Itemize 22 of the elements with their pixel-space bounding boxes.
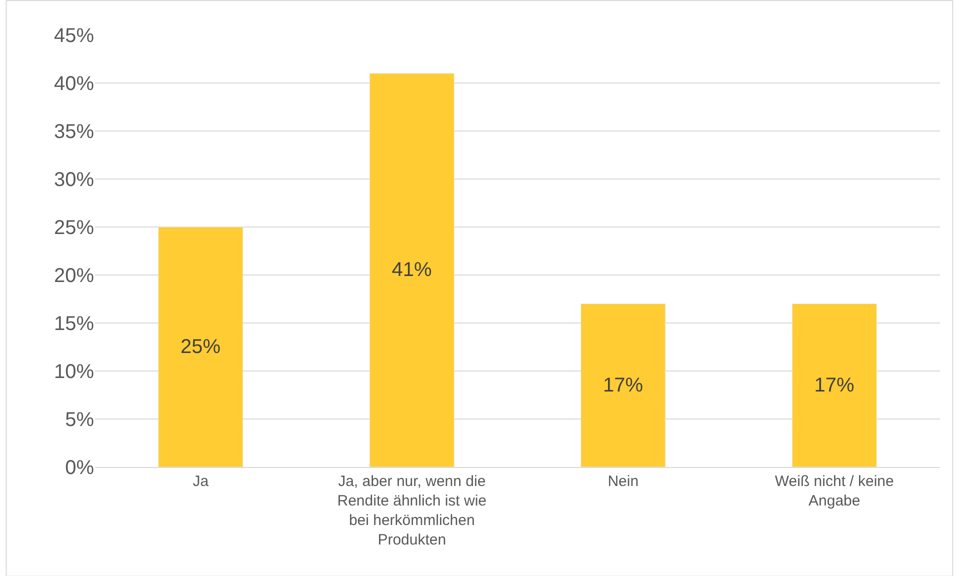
- y-tick-label: 25%: [54, 217, 94, 239]
- bar: [580, 304, 666, 467]
- data-label: 41%: [392, 259, 432, 282]
- data-label: 17%: [603, 374, 644, 396]
- y-tick-label: 35%: [54, 121, 94, 143]
- x-tick-label: Nein: [608, 473, 639, 490]
- bar: [158, 226, 244, 467]
- y-tick-label: 5%: [65, 409, 94, 431]
- data-label: 17%: [814, 374, 855, 396]
- y-tick-label: 0%: [65, 457, 94, 479]
- bar: [369, 73, 454, 467]
- y-tick-label: 10%: [54, 361, 94, 383]
- y-tick-label: 30%: [54, 169, 94, 191]
- y-tick-label: 45%: [54, 25, 94, 47]
- bar: [792, 304, 877, 467]
- y-tick-label: 40%: [54, 73, 94, 95]
- data-label: 25%: [180, 336, 221, 358]
- x-tick-label: Ja, aber nur, wenn die Rendite ähnlich ist wie bei herkömmlichen Produkten: [337, 473, 487, 548]
- x-tick-label: Ja: [192, 473, 210, 490]
- x-tick-label: Weiß nicht / keine Angabe: [774, 473, 894, 510]
- y-tick-label: 15%: [54, 313, 94, 335]
- y-tick-label: 20%: [54, 265, 94, 287]
